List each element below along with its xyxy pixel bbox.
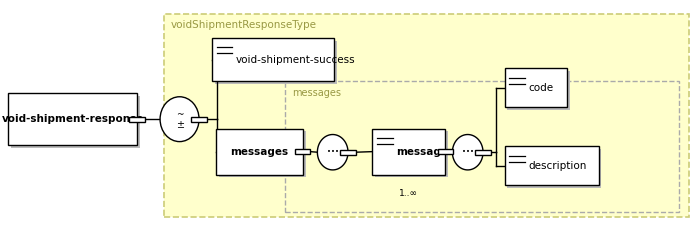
- FancyBboxPatch shape: [8, 93, 137, 145]
- FancyBboxPatch shape: [507, 149, 601, 188]
- FancyBboxPatch shape: [507, 71, 570, 110]
- FancyBboxPatch shape: [212, 38, 334, 81]
- Text: voidShipmentResponseType: voidShipmentResponseType: [171, 20, 317, 30]
- Text: ~: ~: [176, 110, 183, 119]
- Text: description: description: [528, 161, 587, 171]
- Polygon shape: [317, 135, 348, 170]
- FancyBboxPatch shape: [295, 149, 310, 154]
- Text: •••: •••: [326, 149, 339, 155]
- FancyBboxPatch shape: [505, 146, 599, 185]
- FancyBboxPatch shape: [475, 150, 491, 155]
- Text: messages: messages: [230, 147, 288, 157]
- FancyBboxPatch shape: [11, 96, 140, 148]
- FancyBboxPatch shape: [215, 41, 337, 84]
- FancyBboxPatch shape: [191, 117, 207, 122]
- Polygon shape: [452, 135, 483, 170]
- FancyBboxPatch shape: [219, 131, 306, 177]
- Text: code: code: [528, 83, 553, 93]
- FancyBboxPatch shape: [164, 14, 689, 217]
- Text: void-shipment-success: void-shipment-success: [236, 55, 356, 65]
- Text: 1..∞: 1..∞: [400, 189, 418, 198]
- FancyBboxPatch shape: [375, 131, 448, 177]
- FancyBboxPatch shape: [129, 117, 145, 122]
- Text: void-shipment-response: void-shipment-response: [1, 114, 144, 124]
- Text: message: message: [396, 147, 448, 157]
- Ellipse shape: [160, 97, 199, 142]
- FancyBboxPatch shape: [216, 129, 303, 175]
- Text: •••: •••: [461, 149, 474, 155]
- FancyBboxPatch shape: [285, 81, 679, 212]
- Text: messages: messages: [292, 88, 341, 98]
- FancyBboxPatch shape: [372, 129, 445, 175]
- Text: ±: ±: [175, 120, 184, 130]
- FancyBboxPatch shape: [340, 150, 356, 155]
- FancyBboxPatch shape: [505, 68, 567, 107]
- FancyBboxPatch shape: [438, 149, 453, 154]
